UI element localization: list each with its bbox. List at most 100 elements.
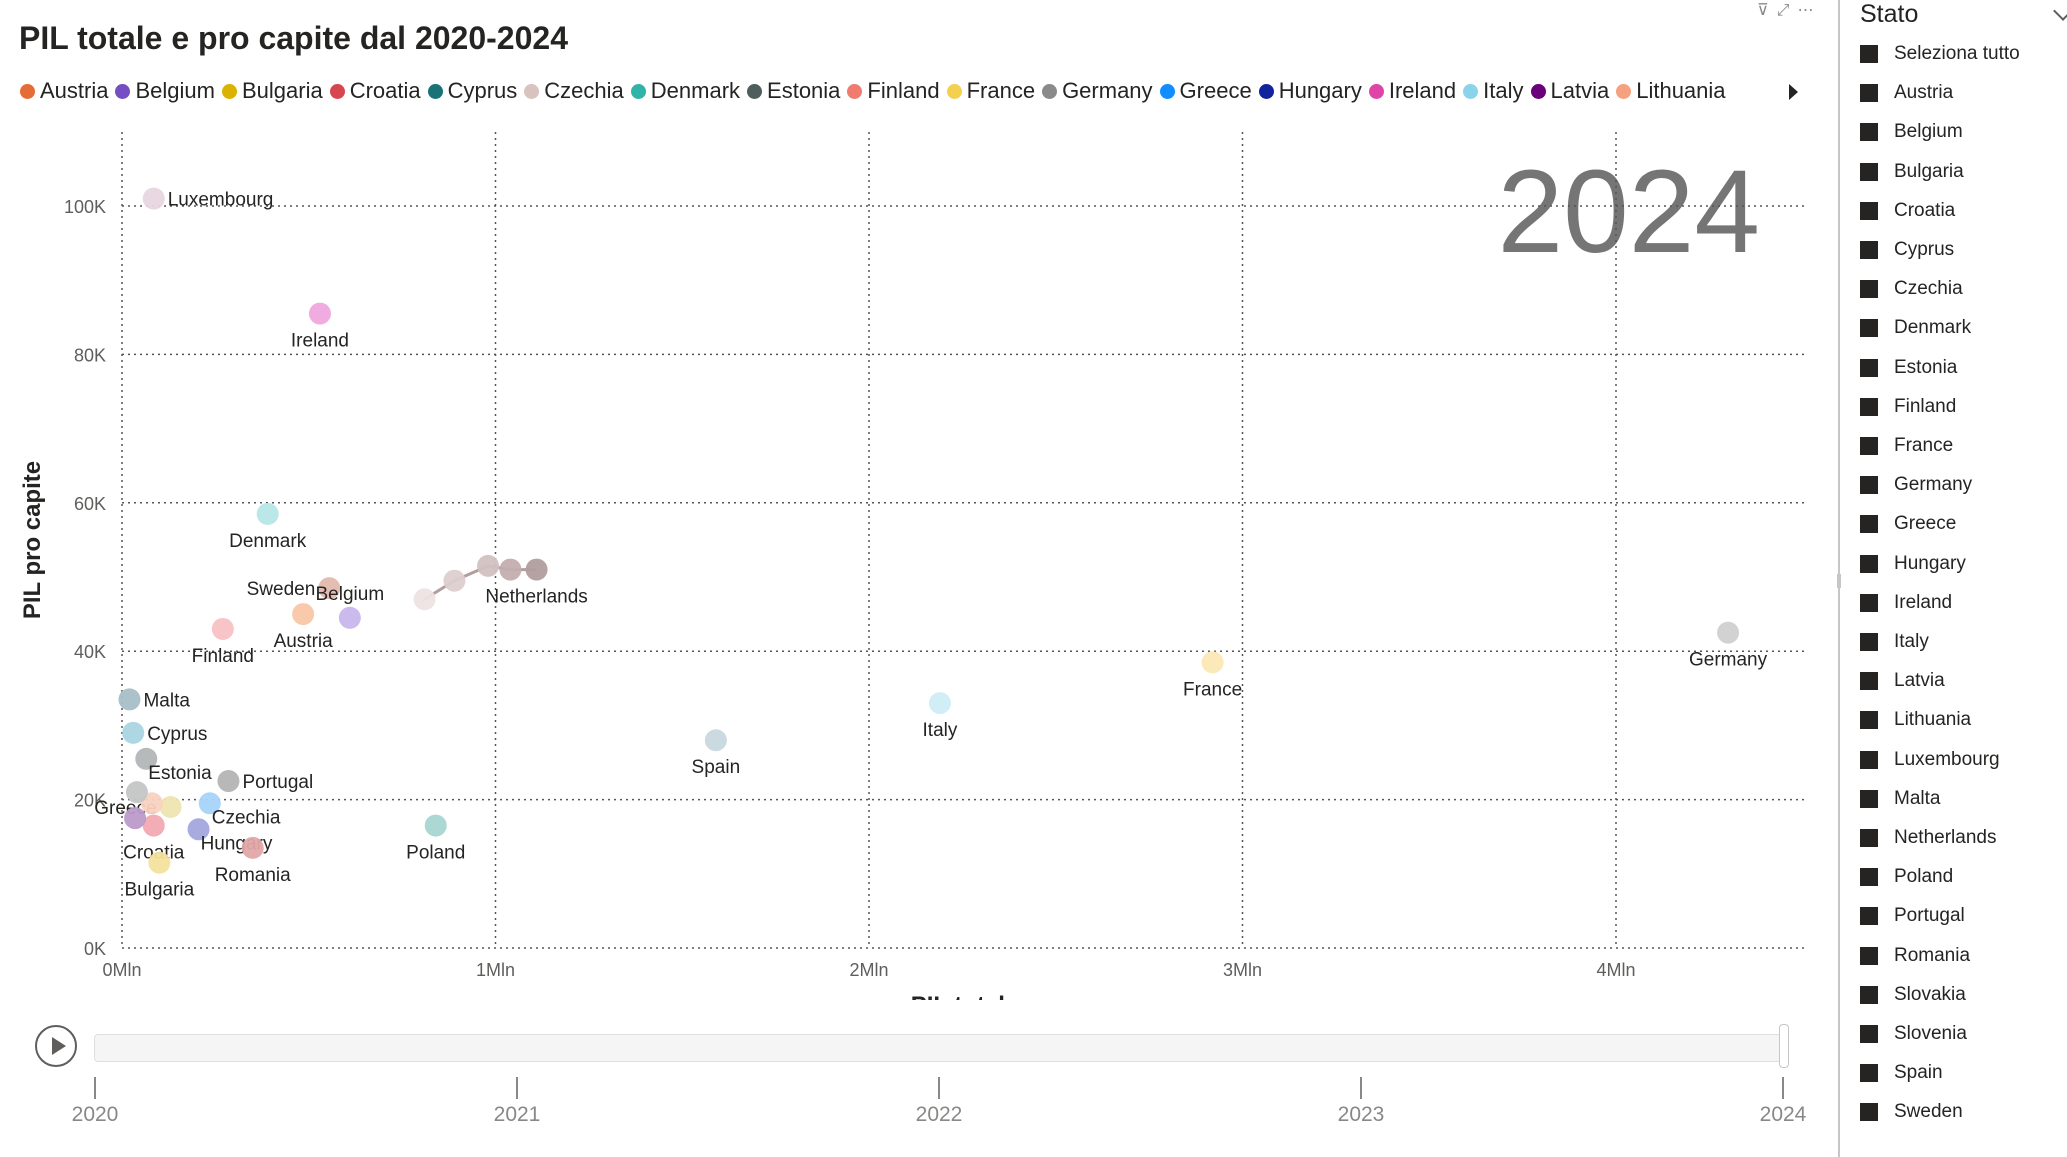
slicer-item[interactable]: Latvia <box>1860 666 1945 696</box>
legend-item[interactable]: Hungary <box>1258 78 1362 104</box>
checkbox-icon[interactable] <box>1860 45 1878 63</box>
slicer-item[interactable]: Austria <box>1860 78 1953 108</box>
legend-item[interactable]: Croatia <box>329 78 421 104</box>
legend-item[interactable]: Czechia <box>524 78 624 104</box>
data-point[interactable] <box>211 617 234 640</box>
legend-item[interactable]: Denmark <box>630 78 740 104</box>
data-point[interactable] <box>142 187 165 210</box>
legend-item[interactable]: Germany <box>1042 78 1153 104</box>
year-label[interactable]: 2022 <box>915 1103 963 1126</box>
checkbox-icon[interactable] <box>1860 437 1878 455</box>
more-options-icon[interactable]: ⋯ <box>1797 2 1822 19</box>
data-point[interactable] <box>217 770 240 793</box>
slicer-item[interactable]: Denmark <box>1860 313 1971 343</box>
checkbox-icon[interactable] <box>1860 397 1878 416</box>
play-button[interactable] <box>35 1025 77 1067</box>
slicer-item[interactable]: Lithuania <box>1860 705 1971 735</box>
slicer-item[interactable]: Greece <box>1860 509 1956 539</box>
year-label[interactable]: 2020 <box>71 1103 119 1126</box>
legend-item[interactable]: Bulgaria <box>221 78 323 104</box>
slicer-item[interactable]: Slovenia <box>1860 1019 1967 1049</box>
checkbox-icon[interactable] <box>1860 789 1878 808</box>
checkbox-icon[interactable] <box>1860 593 1878 612</box>
data-point[interactable] <box>135 747 158 770</box>
slicer-item[interactable]: Ireland <box>1860 588 1952 618</box>
slicer-item[interactable]: Malta <box>1860 784 1940 814</box>
checkbox-icon[interactable] <box>1860 319 1878 338</box>
data-point[interactable] <box>122 721 145 744</box>
slicer-item[interactable]: Croatia <box>1860 196 1955 226</box>
legend-item[interactable]: Lithuania <box>1616 78 1726 104</box>
checkbox-icon[interactable] <box>1860 84 1878 103</box>
data-point[interactable] <box>118 688 141 711</box>
legend-item[interactable]: Latvia <box>1530 78 1609 104</box>
data-point[interactable] <box>198 792 221 815</box>
checkbox-icon[interactable] <box>1860 201 1878 220</box>
slicer-item[interactable]: Luxembourg <box>1860 745 2000 775</box>
slicer-item[interactable]: Romania <box>1860 941 1970 971</box>
netherlands-trail-point[interactable] <box>525 558 548 581</box>
netherlands-trail-point[interactable] <box>499 558 522 581</box>
data-point[interactable] <box>1717 621 1740 644</box>
checkbox-icon[interactable] <box>1860 476 1878 495</box>
netherlands-trail-point[interactable] <box>477 554 500 577</box>
resize-grip[interactable] <box>1837 574 1841 588</box>
slicer-item[interactable]: Czechia <box>1860 274 1963 304</box>
data-point[interactable] <box>148 851 171 874</box>
year-label[interactable]: 2024 <box>1759 1103 1807 1126</box>
legend-item[interactable]: Austria <box>20 78 108 104</box>
data-point[interactable] <box>704 729 727 752</box>
slicer-item[interactable]: Finland <box>1860 392 1956 422</box>
checkbox-icon[interactable] <box>1860 1103 1878 1122</box>
checkbox-icon[interactable] <box>1860 985 1878 1004</box>
legend-item[interactable]: Ireland <box>1368 78 1456 104</box>
netherlands-trail-point[interactable] <box>443 569 466 592</box>
data-point[interactable] <box>318 577 341 600</box>
slicer-item[interactable]: Spain <box>1860 1058 1943 1088</box>
play-axis-handle[interactable] <box>1779 1024 1789 1068</box>
data-point[interactable] <box>292 603 315 626</box>
checkbox-icon[interactable] <box>1860 1064 1878 1083</box>
checkbox-icon[interactable] <box>1860 515 1878 534</box>
slicer-item[interactable]: Slovakia <box>1860 980 1966 1010</box>
legend-item[interactable]: Belgium <box>115 78 215 104</box>
checkbox-icon[interactable] <box>1860 868 1878 887</box>
checkbox-icon[interactable] <box>1860 280 1878 299</box>
data-point[interactable] <box>142 814 165 837</box>
legend-item[interactable]: Italy <box>1463 78 1524 104</box>
data-point[interactable] <box>308 302 331 325</box>
data-point[interactable] <box>424 814 447 837</box>
slicer-item[interactable]: Portugal <box>1860 901 1965 931</box>
data-point[interactable] <box>928 692 951 715</box>
data-point[interactable] <box>241 836 264 859</box>
data-point[interactable] <box>125 781 148 804</box>
data-point[interactable] <box>187 818 210 841</box>
data-point[interactable] <box>338 606 361 629</box>
slicer-item[interactable]: France <box>1860 431 1953 461</box>
data-point[interactable] <box>256 502 279 525</box>
checkbox-icon[interactable] <box>1860 123 1878 142</box>
legend-item[interactable]: Cyprus <box>427 78 517 104</box>
checkbox-icon[interactable] <box>1860 750 1878 769</box>
checkbox-icon[interactable] <box>1860 554 1878 573</box>
checkbox-icon[interactable] <box>1860 711 1878 730</box>
play-axis-track[interactable] <box>94 1034 1788 1062</box>
slicer-item[interactable]: Estonia <box>1860 353 1957 383</box>
legend-item[interactable]: France <box>946 78 1035 104</box>
filter-icon[interactable]: ⊽ <box>1757 2 1777 19</box>
slicer-item[interactable]: Seleziona tutto <box>1860 39 2020 69</box>
checkbox-icon[interactable] <box>1860 946 1878 965</box>
legend-next-arrow-icon[interactable] <box>1789 84 1798 100</box>
checkbox-icon[interactable] <box>1860 672 1878 691</box>
checkbox-icon[interactable] <box>1860 241 1878 259</box>
slicer-item[interactable]: Germany <box>1860 470 1972 500</box>
data-point[interactable] <box>159 796 182 819</box>
legend-item[interactable]: Finland <box>847 78 940 104</box>
checkbox-icon[interactable] <box>1860 907 1878 926</box>
slicer-item[interactable]: Italy <box>1860 627 1929 657</box>
slicer-item[interactable]: Bulgaria <box>1860 157 1964 187</box>
checkbox-icon[interactable] <box>1860 358 1878 377</box>
slicer-item[interactable]: Netherlands <box>1860 823 1996 853</box>
slicer-item[interactable]: Hungary <box>1860 549 1966 579</box>
checkbox-icon[interactable] <box>1860 162 1878 181</box>
